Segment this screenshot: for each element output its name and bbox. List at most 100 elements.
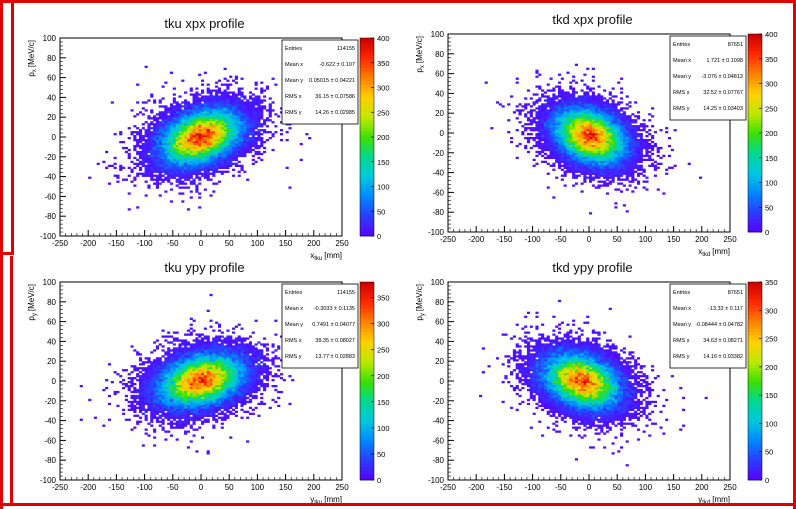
heatmap-cell [237, 148, 241, 152]
heatmap-cell [88, 398, 92, 402]
heatmap-cell [217, 87, 222, 90]
heatmap-cell [541, 103, 545, 106]
heatmap-cell [189, 107, 193, 110]
heatmap-cell [201, 105, 205, 108]
heatmap-cell [184, 154, 188, 158]
heatmap-cell [184, 170, 188, 173]
heatmap-cell [560, 152, 564, 156]
heatmap-cell [215, 99, 219, 102]
heatmap-cell [212, 138, 216, 142]
heatmap-cell [169, 363, 174, 366]
heatmap-cell [631, 134, 635, 138]
heatmap-cell [614, 131, 618, 134]
heatmap-cell [591, 152, 595, 156]
heatmap-cell [634, 133, 638, 136]
color-scale-band [748, 208, 762, 213]
heatmap-cell [226, 162, 230, 166]
heatmap-cell [223, 379, 227, 382]
heatmap-cell [198, 192, 202, 195]
heatmap-cell [220, 109, 224, 112]
heatmap-cell [248, 119, 253, 122]
heatmap-cell [164, 138, 168, 142]
heatmap-cell [563, 97, 567, 100]
heatmap-cell [248, 125, 253, 128]
heatmap-cell [263, 89, 267, 92]
color-scale-band [360, 113, 374, 118]
heatmap-cell [206, 345, 210, 348]
heatmap-cell [161, 121, 165, 124]
heatmap-cell [552, 133, 556, 136]
heatmap-cell [240, 87, 244, 90]
heatmap-cell [201, 381, 205, 384]
heatmap-cell [257, 156, 261, 160]
heatmap-cell [580, 105, 584, 108]
heatmap-cell [257, 125, 261, 128]
heatmap-cell [201, 367, 205, 370]
heatmap-cell [201, 125, 205, 128]
heatmap-cell [248, 375, 253, 378]
heatmap-cell [248, 355, 253, 358]
heatmap-cell [195, 373, 199, 376]
heatmap-cell [651, 152, 655, 156]
heatmap-cell [181, 200, 185, 203]
heatmap-cell [195, 162, 199, 166]
heatmap-cell [662, 154, 666, 158]
y-tick-label: -20 [44, 153, 56, 162]
heatmap-cell [563, 123, 567, 126]
color-scale-band [360, 84, 374, 88]
heatmap-cell [653, 144, 657, 148]
heatmap-cell [192, 138, 196, 142]
heatmap-cell [642, 123, 646, 126]
heatmap-cell [138, 129, 143, 132]
heatmap-cell [600, 125, 604, 128]
heatmap-cell [181, 150, 185, 154]
heatmap-cell [614, 158, 618, 162]
heatmap-cell [260, 382, 264, 386]
heatmap-cell [172, 166, 176, 169]
heatmap-cell [279, 359, 284, 362]
heatmap-cell [603, 156, 607, 160]
tkd-xpx-heatmap: -250 -200 -150 -100 -50 0 50 100 150 200 250-100-8… [415, 30, 778, 258]
heatmap-cell [628, 117, 632, 120]
heatmap-cell [184, 353, 188, 356]
heatmap-cell [189, 172, 193, 175]
heatmap-cell [574, 140, 579, 144]
heatmap-cell [192, 160, 196, 164]
heatmap-cell [546, 117, 550, 120]
heatmap-cell [257, 355, 261, 358]
heatmap-cell [153, 115, 157, 118]
heatmap-cell [546, 162, 550, 165]
heatmap-cell [189, 142, 193, 146]
heatmap-cell [620, 77, 624, 80]
heatmap-cell [223, 117, 227, 120]
heatmap-cell [232, 400, 236, 404]
heatmap-cell [574, 113, 579, 116]
heatmap-cell [639, 142, 643, 146]
heatmap-cell [254, 131, 258, 134]
heatmap-cell [665, 168, 669, 171]
heatmap-cell [574, 144, 579, 148]
heatmap-cell [617, 121, 621, 124]
heatmap-cell [150, 133, 154, 136]
heatmap-cell [622, 133, 626, 136]
heatmap-cell [586, 67, 590, 70]
heatmap-cell [158, 365, 162, 368]
heatmap-cell [186, 107, 191, 110]
heatmap-cell [628, 150, 632, 154]
heatmap-cell [209, 133, 213, 136]
heatmap-cell [167, 117, 171, 120]
heatmap-cell [591, 168, 595, 171]
heatmap-cell [220, 103, 224, 106]
heatmap-cell [158, 150, 162, 154]
heatmap-cell [217, 91, 222, 94]
heatmap-cell [625, 152, 629, 156]
heatmap-cell [223, 129, 227, 132]
heatmap-cell [566, 103, 570, 106]
heatmap-cell [625, 119, 629, 122]
heatmap-cell [175, 377, 179, 380]
heatmap-cell [161, 379, 165, 382]
heatmap-cell [583, 97, 587, 100]
heatmap-cell [150, 109, 154, 112]
heatmap-cell [181, 402, 185, 406]
heatmap-cell [155, 142, 159, 146]
